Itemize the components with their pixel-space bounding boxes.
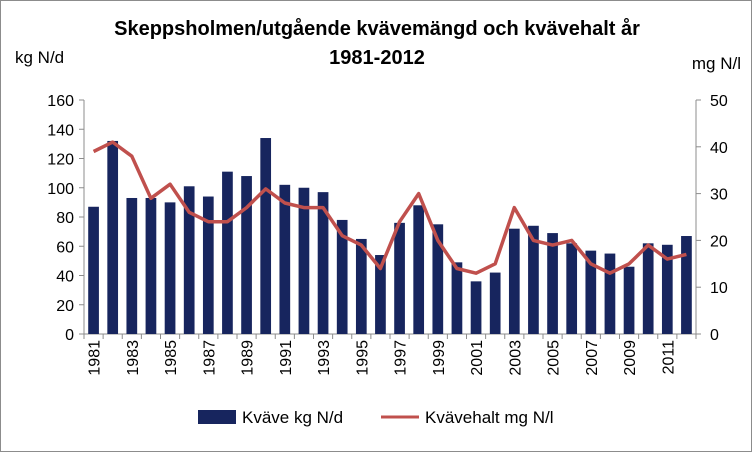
y-tick-label: 160	[47, 93, 74, 110]
x-tick-label: 2001	[469, 340, 486, 376]
x-tick-label: 1981	[87, 340, 104, 376]
x-tick-label: 2011	[660, 340, 677, 375]
bar	[298, 187, 310, 334]
bar	[202, 196, 214, 334]
bar	[88, 206, 99, 334]
bar	[355, 238, 367, 334]
x-tick-label: 1985	[163, 340, 180, 376]
y2-tick-label: 50	[710, 93, 728, 110]
legend-label-bars: Kväve kg N/d	[242, 408, 343, 427]
bar	[394, 222, 405, 334]
y-axis-label: kg N/d	[15, 48, 65, 67]
bar	[566, 243, 578, 334]
bar	[375, 255, 386, 334]
x-tick-label: 1983	[125, 340, 142, 376]
x-tick-label: 1999	[431, 340, 448, 376]
y-tick-label: 120	[47, 152, 74, 169]
x-tick-label: 1997	[393, 340, 410, 376]
x-tick-label: 1989	[240, 340, 257, 376]
bar	[145, 197, 157, 334]
legend-label-line: Kvävehalt mg N/l	[425, 408, 554, 427]
y2-axis-label: mg N/l	[691, 54, 741, 73]
y-tick-label: 40	[56, 269, 74, 286]
bar	[547, 233, 558, 334]
x-tick-label: 1993	[316, 340, 333, 376]
bar	[413, 205, 425, 334]
bar	[508, 228, 520, 334]
y2-tick-label: 20	[710, 233, 728, 250]
y2-tick-label: 0	[710, 327, 719, 344]
y-tick-label: 100	[47, 181, 74, 198]
y-tick-label: 0	[65, 327, 74, 344]
bar	[642, 243, 654, 334]
bar	[260, 138, 272, 334]
bar	[604, 253, 616, 334]
y-tick-label: 60	[56, 239, 74, 256]
bar	[451, 262, 463, 334]
bar	[241, 176, 252, 334]
bar	[126, 197, 138, 334]
bar	[183, 186, 195, 334]
bar	[164, 202, 176, 334]
y2-tick-label: 30	[710, 187, 728, 204]
x-tick-label: 1991	[278, 340, 295, 376]
bar	[585, 250, 597, 334]
y-tick-label: 80	[56, 210, 74, 227]
bar	[317, 192, 329, 334]
x-tick-label: 2003	[507, 340, 524, 376]
bar	[681, 236, 692, 334]
x-tick-label: 2009	[622, 340, 639, 376]
line-series	[92, 140, 687, 275]
y-tick-label: 20	[56, 298, 74, 315]
x-tick-label: 2007	[584, 340, 601, 376]
bar	[222, 171, 233, 334]
bar	[470, 281, 482, 334]
y2-tick-label: 40	[710, 140, 728, 157]
bar	[528, 225, 539, 334]
chart-title: Skeppsholmen/utgående kvävemängd och kvä…	[114, 18, 640, 69]
x-tick-label: 1987	[201, 340, 218, 376]
bar	[336, 219, 348, 334]
bar	[279, 184, 291, 334]
bar	[489, 272, 501, 334]
y-tick-label: 140	[47, 122, 74, 139]
y2-tick-label: 10	[710, 280, 728, 297]
bar	[107, 140, 119, 334]
bar	[623, 266, 635, 334]
bar	[432, 224, 444, 334]
legend-swatch-bars	[198, 410, 236, 424]
bar	[661, 244, 673, 334]
x-tick-label: 2005	[546, 340, 563, 376]
x-tick-label: 1995	[354, 340, 371, 376]
